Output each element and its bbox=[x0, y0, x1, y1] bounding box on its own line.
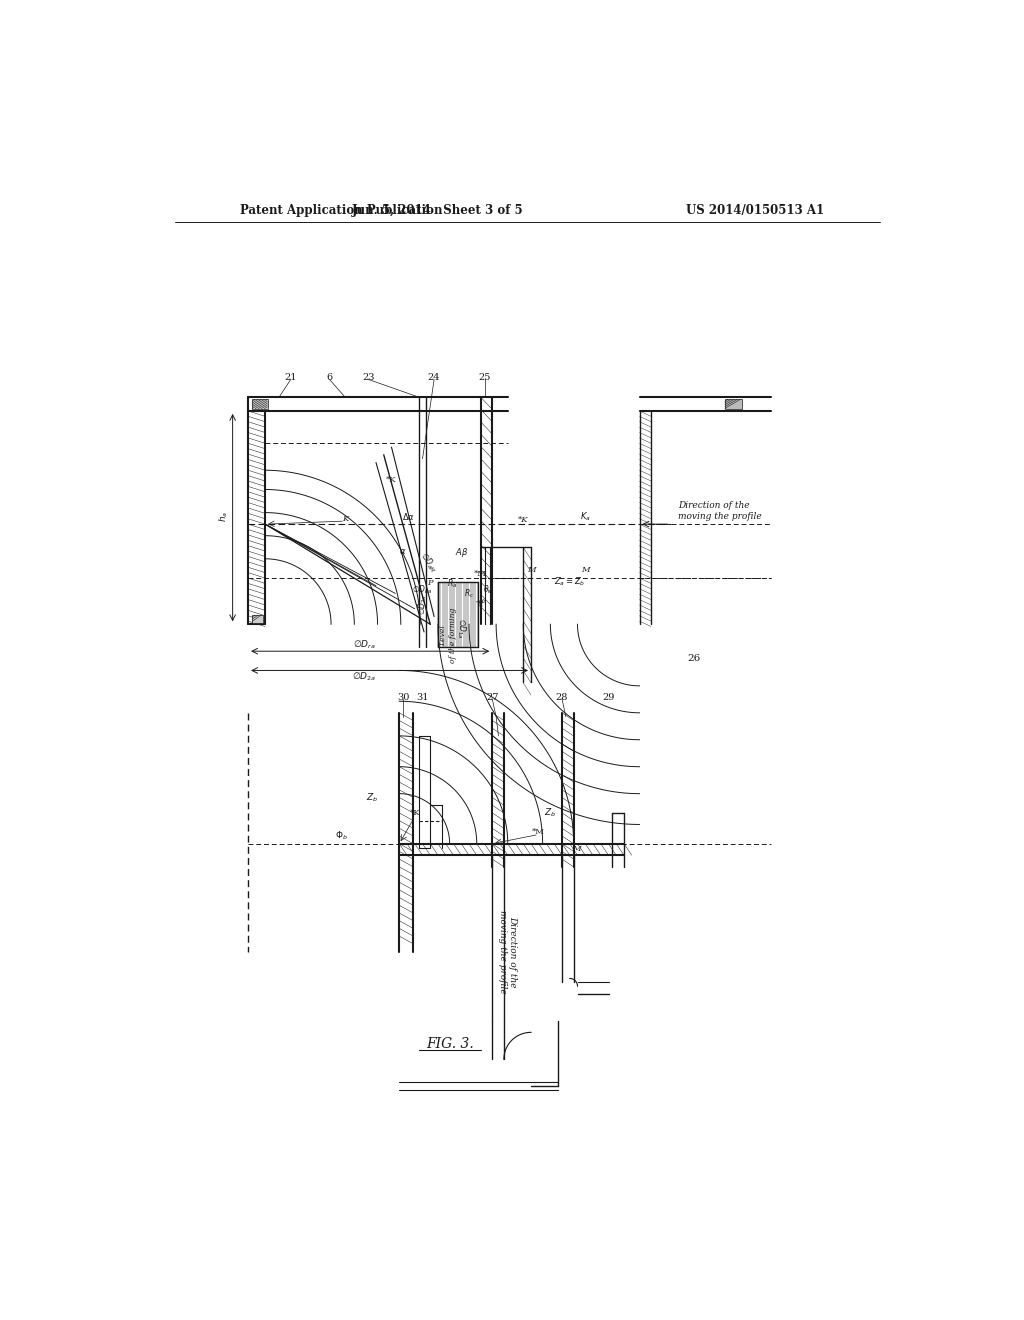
Text: Direction of the
moving the profile: Direction of the moving the profile bbox=[498, 909, 517, 994]
Text: $h_a$: $h_a$ bbox=[217, 511, 229, 521]
Text: *K: *K bbox=[386, 477, 397, 484]
Text: $\emptyset D_{2a}$: $\emptyset D_{2a}$ bbox=[352, 671, 377, 682]
Bar bbox=[725, 400, 741, 409]
Text: $\emptyset D_{aM}$: $\emptyset D_{aM}$ bbox=[417, 550, 440, 576]
Text: Patent Application Publication: Patent Application Publication bbox=[241, 205, 442, 218]
Text: 21: 21 bbox=[285, 374, 297, 383]
Text: 6: 6 bbox=[327, 374, 333, 383]
Text: Direction of the
moving the profile: Direction of the moving the profile bbox=[678, 502, 762, 521]
Text: $\emptyset D_{1a}$: $\emptyset D_{1a}$ bbox=[455, 618, 468, 639]
Text: 30: 30 bbox=[397, 693, 410, 702]
Text: $\emptyset D_{ba}$: $\emptyset D_{ba}$ bbox=[412, 583, 433, 595]
Text: US 2014/0150513 A1: US 2014/0150513 A1 bbox=[686, 205, 824, 218]
Text: 26: 26 bbox=[687, 655, 700, 664]
Text: $\Phi_b$: $\Phi_b$ bbox=[335, 830, 347, 842]
Text: Level
of the forming: Level of the forming bbox=[439, 609, 457, 664]
Text: *K: *K bbox=[518, 516, 528, 524]
Text: 31: 31 bbox=[416, 693, 429, 702]
Text: *M: *M bbox=[474, 570, 487, 578]
Text: 25: 25 bbox=[478, 374, 490, 383]
Text: Jun. 5, 2014   Sheet 3 of 5: Jun. 5, 2014 Sheet 3 of 5 bbox=[352, 205, 524, 218]
Text: $\theta_c$: $\theta_c$ bbox=[483, 583, 493, 595]
Text: $\Delta\alpha$: $\Delta\alpha$ bbox=[402, 511, 415, 521]
Text: $A\beta$: $A\beta$ bbox=[455, 546, 468, 560]
Text: $Z_a = Z_b$: $Z_a = Z_b$ bbox=[554, 576, 586, 589]
Bar bbox=[252, 400, 267, 409]
Text: M: M bbox=[581, 566, 590, 574]
Text: $Z_b$: $Z_b$ bbox=[366, 791, 378, 804]
Text: K: K bbox=[342, 515, 348, 523]
Text: FIG. 3.: FIG. 3. bbox=[426, 1038, 473, 1051]
Text: 27: 27 bbox=[486, 693, 499, 702]
Text: $Z_b$: $Z_b$ bbox=[545, 807, 556, 820]
Text: $\emptyset D_{ra}$: $\emptyset D_{ra}$ bbox=[353, 639, 376, 651]
Text: 28: 28 bbox=[556, 693, 568, 702]
Text: P: P bbox=[427, 579, 433, 587]
Text: 23: 23 bbox=[362, 374, 375, 383]
Text: $\beta_a$: $\beta_a$ bbox=[473, 595, 488, 610]
Text: $\emptyset D_{2a}$: $\emptyset D_{2a}$ bbox=[416, 594, 429, 615]
Bar bbox=[252, 615, 263, 623]
Text: M: M bbox=[571, 845, 581, 853]
Text: $\alpha$: $\alpha$ bbox=[399, 546, 407, 556]
Text: $R_a$: $R_a$ bbox=[446, 577, 457, 590]
Text: *M: *M bbox=[532, 828, 545, 836]
Text: 24: 24 bbox=[428, 374, 440, 383]
Text: $R_c$: $R_c$ bbox=[464, 587, 474, 599]
Text: *K: *K bbox=[410, 809, 420, 817]
Text: 29: 29 bbox=[602, 693, 614, 702]
Text: $K_a$: $K_a$ bbox=[580, 511, 591, 523]
Text: M: M bbox=[526, 566, 536, 574]
